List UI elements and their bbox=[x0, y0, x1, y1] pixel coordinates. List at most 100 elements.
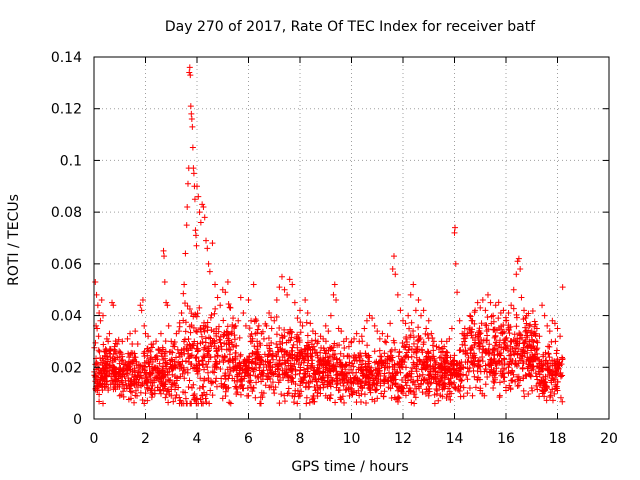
data-point bbox=[547, 392, 554, 399]
data-point bbox=[484, 314, 491, 321]
data-point bbox=[447, 375, 454, 382]
data-point bbox=[200, 400, 207, 407]
data-point bbox=[365, 375, 372, 382]
data-point bbox=[259, 372, 266, 379]
x-tick-label: 2 bbox=[141, 431, 150, 447]
data-point bbox=[408, 399, 415, 406]
data-point bbox=[233, 373, 240, 380]
data-point bbox=[381, 350, 388, 357]
data-point bbox=[194, 340, 201, 347]
y-tick-label: 0.04 bbox=[51, 309, 82, 325]
data-point bbox=[162, 338, 169, 345]
data-point bbox=[312, 387, 319, 394]
data-point bbox=[264, 370, 271, 377]
data-point bbox=[226, 357, 233, 364]
data-point bbox=[212, 378, 219, 385]
data-point bbox=[408, 376, 415, 383]
data-point bbox=[291, 299, 298, 306]
data-point bbox=[182, 319, 189, 326]
data-point bbox=[523, 320, 530, 327]
data-point bbox=[431, 400, 438, 407]
data-point bbox=[272, 368, 279, 375]
data-point bbox=[124, 367, 131, 374]
data-point bbox=[470, 367, 477, 374]
data-point bbox=[287, 337, 294, 344]
data-point bbox=[422, 354, 429, 361]
data-point bbox=[299, 322, 306, 329]
data-point bbox=[308, 353, 315, 360]
data-point bbox=[188, 116, 195, 123]
data-point bbox=[92, 372, 99, 379]
data-point bbox=[409, 379, 416, 386]
data-point bbox=[156, 374, 163, 381]
data-point bbox=[182, 328, 189, 335]
data-point bbox=[181, 375, 188, 382]
data-point bbox=[248, 358, 255, 365]
data-point bbox=[553, 350, 560, 357]
data-point bbox=[163, 388, 170, 395]
data-point bbox=[279, 354, 286, 361]
data-point bbox=[426, 385, 433, 392]
data-point bbox=[193, 345, 200, 352]
data-point bbox=[332, 372, 339, 379]
data-point bbox=[304, 368, 311, 375]
data-point bbox=[212, 305, 219, 312]
data-point bbox=[484, 337, 491, 344]
data-point bbox=[267, 363, 274, 370]
data-point bbox=[444, 354, 451, 361]
data-point bbox=[363, 317, 370, 324]
data-point bbox=[496, 337, 503, 344]
data-point bbox=[518, 334, 525, 341]
data-point bbox=[118, 377, 125, 384]
data-point bbox=[482, 321, 489, 328]
data-point bbox=[438, 354, 445, 361]
data-point bbox=[508, 338, 515, 345]
data-point bbox=[204, 245, 211, 252]
data-point bbox=[196, 385, 203, 392]
data-point bbox=[508, 302, 515, 309]
data-point bbox=[241, 375, 248, 382]
data-point bbox=[182, 395, 189, 402]
tick-marks bbox=[93, 56, 610, 420]
data-point bbox=[340, 338, 347, 345]
data-point bbox=[141, 367, 148, 374]
data-point bbox=[493, 365, 500, 372]
data-point bbox=[184, 303, 191, 310]
data-point bbox=[443, 338, 450, 345]
data-point bbox=[134, 392, 141, 399]
data-point bbox=[410, 349, 417, 356]
data-point bbox=[330, 344, 337, 351]
data-point bbox=[145, 333, 152, 340]
data-point bbox=[235, 317, 242, 324]
data-point bbox=[556, 362, 563, 369]
data-point bbox=[407, 332, 414, 339]
data-point bbox=[192, 354, 199, 361]
data-point bbox=[559, 398, 566, 405]
data-point bbox=[229, 375, 236, 382]
data-point bbox=[391, 339, 398, 346]
data-point bbox=[194, 183, 200, 190]
data-point bbox=[191, 338, 198, 345]
data-point bbox=[345, 343, 352, 350]
data-point bbox=[338, 368, 345, 375]
data-point bbox=[229, 321, 236, 328]
data-point bbox=[244, 392, 251, 399]
data-point bbox=[294, 356, 301, 363]
data-point bbox=[355, 364, 362, 371]
data-point bbox=[310, 398, 317, 405]
data-point bbox=[559, 372, 566, 379]
data-point bbox=[406, 325, 413, 332]
data-point bbox=[303, 394, 310, 401]
data-point bbox=[195, 193, 202, 200]
data-point bbox=[152, 354, 159, 361]
data-point bbox=[167, 348, 174, 355]
data-point bbox=[478, 339, 485, 346]
data-point bbox=[215, 323, 222, 330]
data-point bbox=[322, 350, 329, 357]
data-point bbox=[196, 304, 203, 311]
data-point bbox=[323, 361, 330, 368]
data-point bbox=[252, 394, 259, 401]
data-point bbox=[289, 355, 296, 362]
data-point bbox=[413, 354, 420, 361]
